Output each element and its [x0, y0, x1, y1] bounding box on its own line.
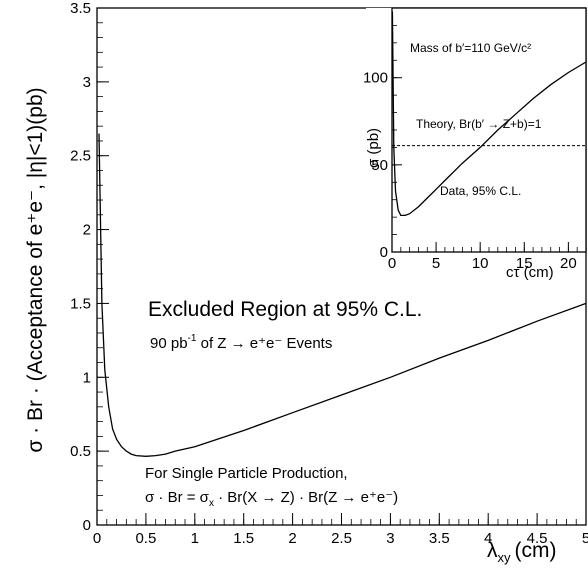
- y-tick-label: 0: [380, 244, 388, 261]
- inset-y-axis-label: σ (pb): [365, 128, 382, 168]
- annotation-mass: Mass of b′=110 GeV/c²: [410, 41, 531, 55]
- main-ticks: [96, 7, 587, 526]
- annotation-luminosity-b: of Z → e⁺e⁻ Events: [196, 335, 332, 352]
- annotation-theory: Theory, Br(b′ → Z+b)=1: [416, 117, 542, 131]
- annotation-data-cl: Data, 95% C.L.: [440, 184, 521, 198]
- y-tick-label: 2.5: [70, 148, 91, 165]
- x-tick-label: 4.5: [527, 530, 548, 547]
- main-y-tick-labels: 0 0.5 1 1.5 2 2.5 3 3.5: [70, 0, 91, 534]
- main-x-axis-label-sub: xy: [498, 550, 512, 565]
- x-tick-label: 15: [516, 255, 533, 272]
- x-tick-label: 3: [386, 530, 394, 547]
- x-tick-label: 0: [388, 255, 396, 272]
- annotation-single-production: For Single Particle Production,: [145, 465, 348, 482]
- y-tick-label: 3: [83, 74, 91, 91]
- inset-x-tick-labels: 0 5 10 15 20: [388, 255, 577, 272]
- y-tick-label: 1.5: [70, 295, 91, 312]
- annotation-luminosity-a: 90 pb: [150, 335, 188, 352]
- main-y-axis-label: σ · Br · (Acceptance of e⁺e⁻, |η|<1)(pb): [24, 87, 47, 452]
- x-tick-label: 2.5: [331, 530, 352, 547]
- annotation-formula-a: σ · Br = σ: [145, 489, 210, 506]
- inset-plot-background: [366, 8, 586, 252]
- x-tick-label: 2: [288, 530, 296, 547]
- x-tick-label: 0: [93, 530, 101, 547]
- main-x-axis-label-symbol: λ: [487, 539, 498, 562]
- annotation-formula: σ · Br = σx · Br(X → Z) · Br(Z → e⁺e⁻): [145, 489, 398, 509]
- x-tick-label: 1: [191, 530, 199, 547]
- main-x-axis-label: λxy (cm): [487, 539, 556, 565]
- y-tick-label: 50: [371, 157, 388, 174]
- annotation-luminosity: 90 pb-1 of Z → e⁺e⁻ Events: [150, 333, 332, 352]
- x-tick-label: 5: [582, 530, 588, 547]
- y-tick-label: 2: [83, 222, 91, 239]
- y-tick-label: 3.5: [70, 0, 91, 17]
- y-tick-label: 1: [83, 369, 91, 386]
- inset-x-axis-label: cτ (cm): [506, 264, 554, 281]
- y-tick-label: 0.5: [70, 443, 91, 460]
- inset-ticks: [391, 7, 587, 253]
- x-tick-label: 20: [560, 255, 577, 272]
- annotation-luminosity-exp: -1: [188, 333, 197, 344]
- x-tick-label: 5: [432, 255, 440, 272]
- main-x-tick-labels: 0 0.5 1 1.5 2 2.5 3 3.5 4 4.5 5: [93, 530, 588, 547]
- annotation-excluded-region: Excluded Region at 95% C.L.: [148, 298, 422, 321]
- main-plot: 0 0.5 1 1.5 2 2.5 3 3.5 4 4.5 5 0 0.5 1 1.5 2 2.5 3 3.5 σ…: [24, 0, 588, 565]
- x-tick-label: 4: [484, 530, 492, 547]
- x-tick-label: 10: [472, 255, 489, 272]
- inset-plot: 0 5 10 15 20 0 50 100 σ (pb) cτ (cm) Mass of b…: [363, 7, 587, 281]
- y-tick-label: 100: [363, 70, 388, 87]
- x-tick-label: 1.5: [233, 530, 254, 547]
- main-series-line: [98, 133, 587, 457]
- x-tick-label: 0.5: [135, 530, 156, 547]
- inset-y-tick-labels: 0 50 100: [363, 70, 388, 261]
- annotation-formula-c: · Br(X → Z) · Br(Z → e⁺e⁻): [214, 489, 398, 506]
- x-tick-label: 3.5: [429, 530, 450, 547]
- y-tick-label: 0: [83, 517, 91, 534]
- main-x-axis-label-unit: (cm): [515, 539, 557, 562]
- annotation-formula-sub: x: [209, 498, 214, 509]
- inset-series-line: [391, 11, 587, 217]
